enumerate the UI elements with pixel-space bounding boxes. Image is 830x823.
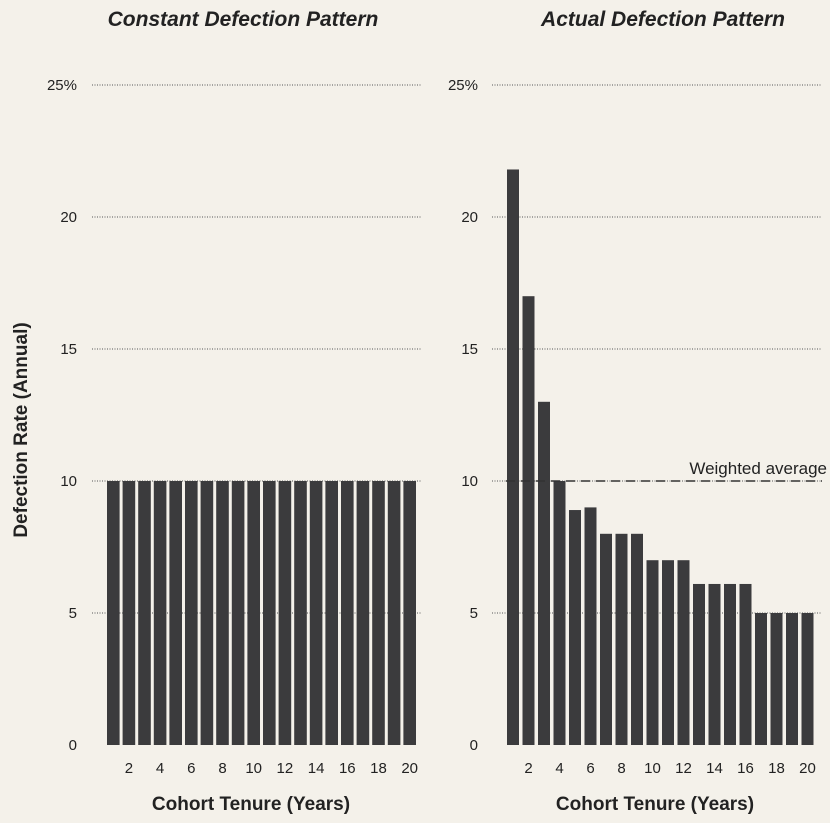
actual-bar bbox=[631, 533, 643, 745]
constant-y-tick-label: 15 bbox=[60, 341, 77, 358]
actual-bar bbox=[662, 560, 674, 745]
constant-bar bbox=[200, 481, 214, 745]
actual-chart-title: Actual Defection Pattern bbox=[540, 8, 785, 31]
constant-x-tick-label: 6 bbox=[187, 760, 195, 777]
constant-x-tick-label: 2 bbox=[125, 760, 133, 777]
actual-y-tick-label: 15 bbox=[461, 341, 478, 358]
constant-x-tick-label: 20 bbox=[401, 760, 418, 777]
constant-x-tick-label: 8 bbox=[218, 760, 226, 777]
constant-x-tick-label: 16 bbox=[339, 760, 356, 777]
actual-x-tick-label: 8 bbox=[617, 760, 625, 777]
constant-x-tick-label: 12 bbox=[277, 760, 294, 777]
constant-y-tick-label: 5 bbox=[69, 605, 77, 622]
actual-bar bbox=[708, 583, 721, 745]
constant-x-tick-label: 14 bbox=[308, 760, 325, 777]
constant-y-tick-label: 0 bbox=[69, 737, 77, 754]
actual-bar bbox=[786, 613, 798, 745]
actual-bar bbox=[693, 583, 705, 745]
actual-y-tick-label: 0 bbox=[470, 737, 478, 754]
actual-bar bbox=[538, 401, 550, 745]
weighted-average-label: Weighted average bbox=[689, 459, 827, 478]
actual-y-tick-label: 5 bbox=[470, 605, 478, 622]
constant-bar bbox=[263, 481, 276, 745]
constant-chart-title: Constant Defection Pattern bbox=[108, 8, 379, 31]
actual-x-tick-label: 4 bbox=[555, 760, 563, 777]
constant-bar bbox=[247, 481, 260, 745]
constant-bar bbox=[231, 481, 245, 745]
actual-x-tick-label: 12 bbox=[675, 760, 692, 777]
constant-x-tick-label: 18 bbox=[370, 760, 387, 777]
constant-bar bbox=[294, 481, 307, 745]
actual-x-axis-label: Cohort Tenure (Years) bbox=[556, 794, 754, 815]
actual-bar bbox=[646, 560, 659, 745]
actual-x-tick-label: 14 bbox=[706, 760, 723, 777]
actual-x-tick-label: 2 bbox=[524, 760, 532, 777]
actual-bar bbox=[507, 169, 519, 746]
constant-bar bbox=[309, 481, 323, 745]
actual-bar bbox=[522, 296, 535, 745]
actual-x-tick-label: 6 bbox=[586, 760, 594, 777]
actual-x-tick-label: 20 bbox=[799, 760, 816, 777]
actual-bar bbox=[801, 613, 814, 745]
constant-bar bbox=[403, 481, 416, 745]
actual-bar bbox=[739, 583, 752, 745]
constant-x-tick-label: 4 bbox=[156, 760, 164, 777]
actual-x-tick-label: 18 bbox=[768, 760, 785, 777]
actual-x-tick-label: 16 bbox=[737, 760, 754, 777]
actual-bar bbox=[724, 583, 736, 745]
actual-bar bbox=[584, 507, 597, 745]
actual-y-tick-label: 25% bbox=[448, 77, 478, 94]
actual-bar bbox=[770, 613, 783, 745]
constant-x-axis-label: Cohort Tenure (Years) bbox=[152, 794, 350, 815]
constant-bar bbox=[216, 481, 229, 745]
y-axis-label: Defection Rate (Annual) bbox=[11, 322, 32, 537]
constant-bar bbox=[372, 481, 385, 745]
actual-bar bbox=[615, 533, 628, 745]
constant-y-tick-label: 25% bbox=[47, 77, 77, 94]
constant-bar bbox=[122, 481, 136, 745]
constant-bar bbox=[356, 481, 370, 745]
constant-x-tick-label: 10 bbox=[245, 760, 262, 777]
constant-bar bbox=[278, 481, 292, 745]
actual-bar bbox=[755, 613, 767, 745]
actual-y-tick-label: 10 bbox=[461, 473, 478, 490]
constant-bar bbox=[169, 481, 182, 745]
constant-bar bbox=[341, 481, 354, 745]
actual-bar bbox=[600, 533, 612, 745]
constant-bar bbox=[185, 481, 198, 745]
constant-bar bbox=[138, 481, 151, 745]
constant-y-tick-label: 10 bbox=[60, 473, 77, 490]
actual-y-tick-label: 20 bbox=[461, 209, 478, 226]
constant-y-tick-label: 20 bbox=[60, 209, 77, 226]
actual-bar bbox=[677, 560, 690, 745]
actual-x-tick-label: 10 bbox=[644, 760, 661, 777]
actual-bar bbox=[569, 510, 581, 745]
constant-bar bbox=[153, 481, 167, 745]
constant-bar bbox=[107, 481, 120, 745]
actual-bar bbox=[553, 481, 566, 745]
constant-bar bbox=[387, 481, 401, 745]
constant-bar bbox=[325, 481, 338, 745]
